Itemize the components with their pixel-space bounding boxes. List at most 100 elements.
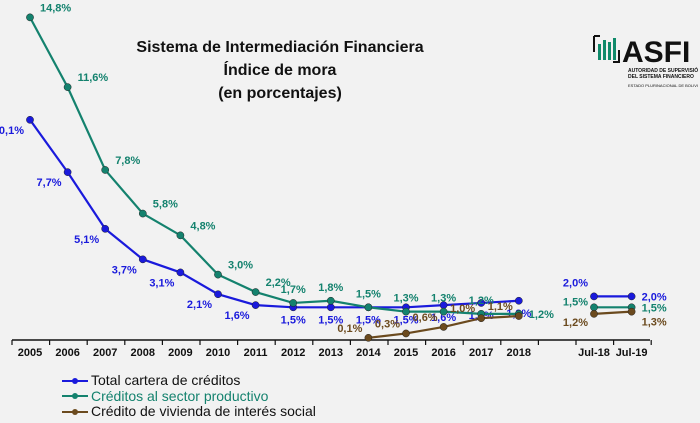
x-tick-label: 2015 (394, 347, 418, 359)
x-tick-label: Jul-19 (616, 347, 648, 359)
data-point (63, 83, 72, 91)
data-label: 1,5% (393, 314, 418, 326)
data-label: 0,6% (413, 312, 438, 324)
x-tick-label: 2005 (18, 347, 42, 359)
data-point (477, 314, 486, 323)
x-tick-label: 2011 (244, 347, 268, 359)
data-label: 14,8% (40, 2, 71, 14)
data-label: 1,6% (225, 310, 250, 322)
data-label: 2,1% (187, 299, 212, 311)
svg-text:AUTORIDAD DE SUPERVISIÓN: AUTORIDAD DE SUPERVISIÓN (628, 66, 698, 74)
data-label: 1,5% (356, 314, 381, 326)
data-point (514, 312, 523, 320)
data-label: 3,0% (228, 260, 253, 272)
data-point (63, 168, 72, 176)
data-label: 2,0% (563, 277, 588, 289)
x-tick-label: 2014 (356, 347, 381, 359)
data-point (439, 307, 448, 316)
data-label: 3,7% (112, 264, 137, 276)
data-label: 4,8% (190, 220, 215, 232)
data-point (514, 296, 523, 305)
legend-marker-icon (62, 377, 88, 384)
x-tick-label: 2018 (507, 347, 531, 359)
svg-text:DEL SISTEMA FINANCIERO: DEL SISTEMA FINANCIERO (628, 74, 694, 80)
title-line-1: Sistema de Intermediación Financiera (136, 39, 424, 56)
data-point (214, 290, 222, 299)
data-label: 1,1% (488, 301, 513, 313)
data-label: 2,2% (266, 277, 291, 289)
data-label: 7,8% (115, 155, 140, 167)
title-line-3: (en porcentajes) (218, 85, 342, 102)
data-point (138, 209, 147, 218)
data-label: 1,6% (431, 312, 456, 324)
series-line (29, 16, 519, 315)
x-tick-label: 2009 (168, 347, 192, 359)
data-point (101, 224, 110, 233)
data-label: 1,2% (529, 309, 554, 321)
data-point (251, 288, 260, 296)
data-point (101, 166, 110, 174)
data-point (251, 301, 260, 309)
data-point (26, 115, 34, 124)
data-point (26, 13, 34, 22)
data-label: 1,5% (281, 314, 306, 326)
x-tick-label: 2017 (469, 347, 493, 359)
x-tick-label: 2008 (131, 347, 155, 359)
data-label: 11,6% (78, 72, 109, 84)
data-point (176, 268, 185, 277)
data-label: 1,8% (318, 282, 343, 294)
data-label: 5,8% (153, 199, 178, 211)
x-tick-label: 2006 (55, 347, 79, 359)
data-label: 0,1% (337, 323, 362, 335)
data-point (439, 323, 448, 331)
data-point (138, 255, 147, 264)
data-label: 1,0% (450, 303, 475, 315)
legend: Total cartera de créditos Créditos al sec… (62, 372, 316, 420)
data-point (326, 303, 335, 312)
data-point (176, 231, 185, 240)
data-label: 1,3% (431, 293, 456, 305)
data-label: 1,7% (281, 284, 306, 296)
data-label: 1,5% (318, 314, 343, 326)
data-label: 1,5% (356, 288, 381, 300)
svg-text:ASFI: ASFI (622, 36, 690, 69)
x-tick-label: 2007 (93, 347, 117, 359)
data-label: 2,0% (642, 291, 667, 303)
data-point (590, 292, 598, 301)
data-point (326, 296, 335, 305)
data-point (364, 333, 373, 342)
x-tick-label: 2010 (206, 347, 230, 359)
data-point (289, 299, 298, 307)
data-point (590, 303, 598, 312)
series-line (593, 310, 632, 315)
data-label: 0,3% (375, 318, 400, 330)
x-tick-label: 2012 (281, 347, 305, 359)
data-label: 1,2% (563, 317, 588, 329)
legend-item: Créditos al sector productivo (62, 387, 316, 405)
data-point (402, 329, 410, 338)
legend-label: Total cartera de créditos (91, 372, 241, 388)
legend-marker-icon (62, 393, 88, 400)
legend-item: Total cartera de créditos (62, 372, 316, 389)
data-label: 3,1% (149, 277, 174, 289)
legend-label: Crédito de vivienda de interés social (91, 403, 316, 419)
x-tick-label: 2013 (319, 347, 343, 359)
data-point (214, 270, 222, 279)
data-label: 10,1% (0, 125, 24, 137)
x-tick-label: 2016 (431, 347, 455, 359)
data-point (627, 292, 636, 301)
data-point (402, 307, 410, 316)
data-point (627, 307, 636, 316)
data-point (590, 309, 598, 318)
series-line (29, 119, 519, 309)
data-label: 1,3% (642, 317, 667, 329)
data-point (477, 299, 486, 307)
data-point (364, 303, 373, 312)
data-label: 1,5% (642, 302, 667, 314)
legend-label: Créditos al sector productivo (91, 387, 269, 404)
data-label: 1,3% (393, 293, 418, 305)
asfi-logo: ASFI AUTORIDAD DE SUPERVISIÓN DEL SISTEM… (592, 30, 700, 100)
legend-marker-icon (62, 408, 88, 415)
data-label: 1,5% (563, 296, 588, 308)
